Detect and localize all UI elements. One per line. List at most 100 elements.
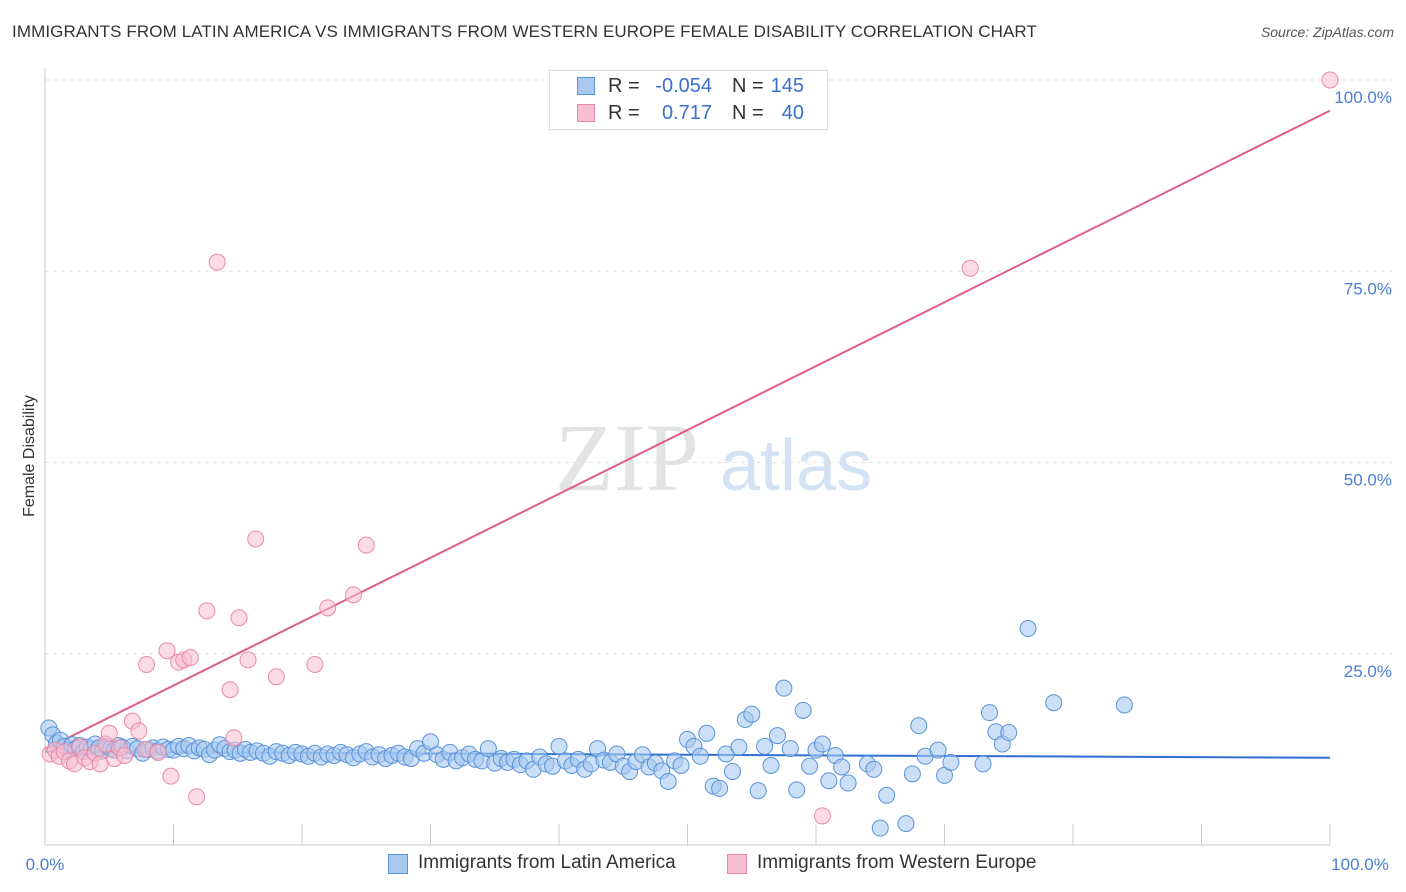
point-western-europe bbox=[1321, 71, 1339, 89]
point-latin-america bbox=[711, 779, 729, 797]
point-western-europe bbox=[138, 655, 156, 673]
point-western-europe bbox=[344, 586, 362, 604]
point-western-europe bbox=[247, 530, 265, 548]
point-latin-america bbox=[929, 741, 947, 759]
trend-line-western-europe bbox=[44, 109, 1331, 751]
point-latin-america bbox=[1019, 620, 1037, 638]
western-n-label: N = bbox=[732, 102, 764, 124]
point-western-europe bbox=[91, 755, 109, 773]
point-latin-america bbox=[813, 735, 831, 753]
point-western-europe bbox=[181, 649, 199, 667]
point-western-europe bbox=[225, 729, 243, 747]
stats-box: R = -0.054 N = 145 R = 0.717 N = 40 bbox=[549, 70, 828, 130]
gridlines bbox=[45, 79, 1392, 655]
y-tick-label: 75.0% bbox=[1344, 279, 1392, 298]
point-western-europe bbox=[357, 536, 375, 554]
point-latin-america bbox=[781, 740, 799, 758]
point-latin-america bbox=[903, 765, 921, 783]
latin-n-label: N = bbox=[732, 75, 764, 97]
point-latin-america bbox=[768, 727, 786, 745]
point-western-europe bbox=[267, 668, 285, 686]
point-western-europe bbox=[130, 722, 148, 740]
y-tick-label: 25.0% bbox=[1344, 662, 1392, 681]
point-western-europe bbox=[319, 599, 337, 617]
point-latin-america bbox=[801, 757, 819, 775]
point-western-europe bbox=[239, 651, 257, 669]
western-r-label: R = bbox=[608, 102, 640, 124]
stats-row-latin: R = -0.054 N = 145 bbox=[550, 74, 827, 100]
point-latin-america bbox=[550, 737, 568, 755]
point-western-europe bbox=[221, 681, 239, 699]
western-swatch-icon bbox=[577, 104, 595, 122]
point-latin-america bbox=[865, 760, 883, 778]
point-latin-america bbox=[794, 701, 812, 719]
point-latin-america bbox=[775, 679, 793, 697]
legend-latin-swatch-icon bbox=[388, 854, 408, 874]
point-latin-america bbox=[974, 755, 992, 773]
point-latin-america bbox=[788, 781, 806, 799]
source-label: Source: ZipAtlas.com bbox=[1260, 24, 1394, 40]
latin-swatch-icon bbox=[577, 77, 595, 95]
chart-title: IMMIGRANTS FROM LATIN AMERICA VS IMMIGRA… bbox=[12, 22, 1037, 41]
y-tick-label: 100.0% bbox=[1334, 88, 1392, 107]
point-latin-america bbox=[479, 740, 497, 758]
point-latin-america bbox=[691, 747, 709, 765]
x-tick-labels: 0.0% 100.0% bbox=[26, 855, 1389, 874]
point-western-europe bbox=[198, 602, 216, 620]
western-n-value: 40 bbox=[781, 102, 804, 124]
point-western-europe bbox=[158, 642, 176, 660]
latin-r-value: -0.054 bbox=[655, 75, 712, 97]
watermark-zip: ZIP bbox=[555, 404, 699, 511]
watermark-atlas: atlas bbox=[720, 426, 872, 506]
x-tick-label-max: 100.0% bbox=[1331, 855, 1389, 874]
latin-n-value: 145 bbox=[770, 75, 804, 97]
point-western-europe bbox=[100, 724, 118, 742]
point-western-europe bbox=[230, 609, 248, 627]
point-western-europe bbox=[162, 767, 180, 785]
point-latin-america bbox=[659, 773, 677, 791]
legend-western-label: Immigrants from Western Europe bbox=[757, 852, 1037, 873]
point-latin-america bbox=[910, 717, 928, 735]
point-western-europe bbox=[149, 743, 167, 761]
point-latin-america bbox=[833, 758, 851, 776]
legend-western-swatch-icon bbox=[727, 854, 747, 874]
point-latin-america bbox=[698, 724, 716, 742]
point-latin-america bbox=[1115, 696, 1133, 714]
point-latin-america bbox=[1000, 724, 1018, 742]
point-latin-america bbox=[820, 772, 838, 790]
point-western-europe bbox=[208, 253, 226, 271]
point-western-europe bbox=[813, 807, 831, 825]
point-western-europe bbox=[961, 259, 979, 277]
y-axis-label: Female Disability bbox=[21, 395, 38, 517]
latin-r-label: R = bbox=[608, 75, 640, 97]
point-latin-america bbox=[897, 815, 915, 833]
point-latin-america bbox=[756, 737, 774, 755]
western-r-value: 0.717 bbox=[661, 102, 712, 124]
point-latin-america bbox=[839, 774, 857, 792]
y-tick-label: 50.0% bbox=[1344, 471, 1392, 490]
point-western-europe bbox=[116, 746, 134, 764]
watermark: ZIP atlas bbox=[555, 404, 872, 511]
point-western-europe bbox=[306, 655, 324, 673]
x-tick-label-min: 0.0% bbox=[26, 855, 65, 874]
point-latin-america bbox=[762, 756, 780, 774]
point-latin-america bbox=[878, 786, 896, 804]
stats-row-western: R = 0.717 N = 40 bbox=[550, 101, 827, 127]
point-latin-america bbox=[749, 782, 767, 800]
point-western-europe bbox=[188, 788, 206, 806]
point-latin-america bbox=[723, 763, 741, 781]
point-latin-america bbox=[730, 738, 748, 756]
series-latin-america bbox=[40, 620, 1133, 837]
point-latin-america bbox=[871, 819, 889, 837]
trend-line-western bbox=[44, 109, 1331, 751]
point-latin-america bbox=[743, 705, 761, 723]
point-latin-america bbox=[672, 756, 690, 774]
axes bbox=[44, 68, 1331, 846]
y-tick-labels: 25.0% 50.0% 75.0% 100.0% bbox=[1334, 88, 1392, 681]
point-latin-america bbox=[942, 753, 960, 771]
point-latin-america bbox=[1045, 694, 1063, 712]
legend-latin-label: Immigrants from Latin America bbox=[418, 852, 676, 873]
point-latin-america bbox=[980, 704, 998, 722]
series-western-europe bbox=[41, 71, 1339, 825]
